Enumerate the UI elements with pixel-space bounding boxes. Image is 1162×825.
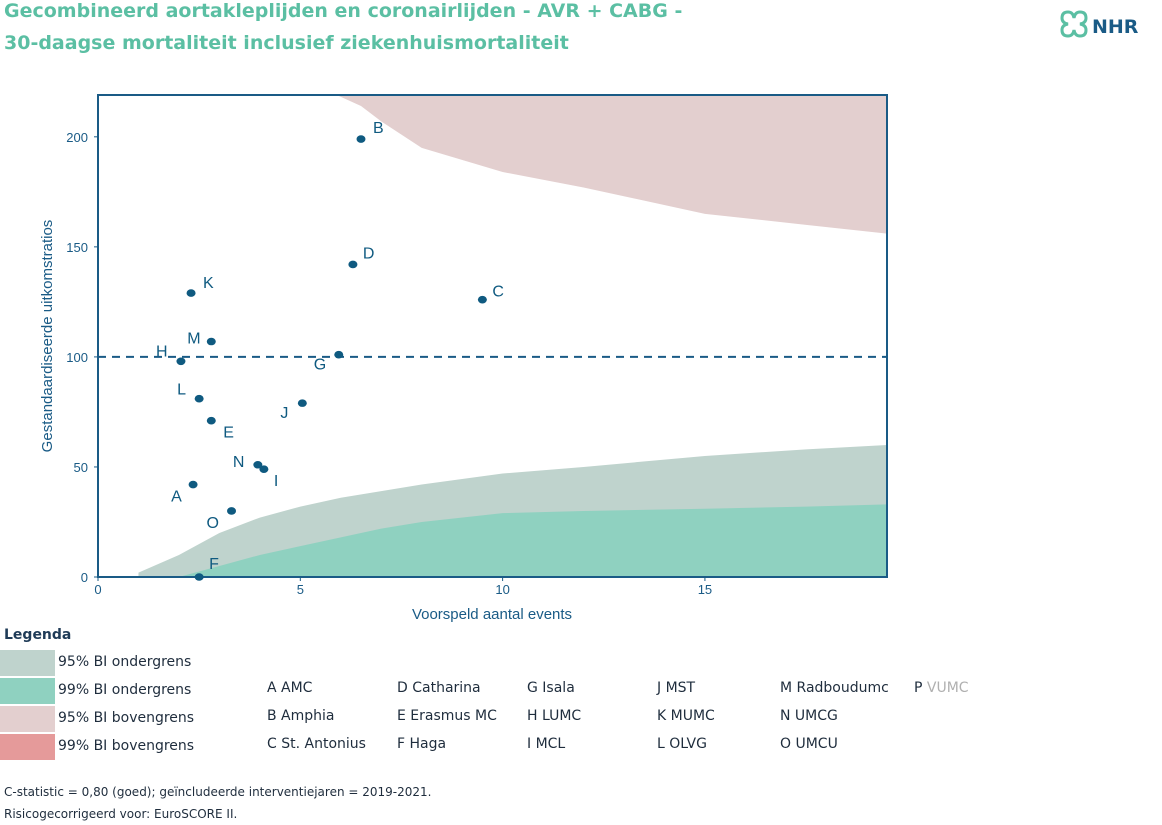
hospital-entry: J MST — [657, 680, 696, 696]
footnote-statistics: C-statistic = 0,80 (goed); geïncludeerde… — [4, 785, 432, 799]
legend-swatch — [0, 734, 55, 760]
x-tick-label: 0 — [94, 582, 101, 597]
y-tick-label: 200 — [66, 130, 88, 145]
hospital-entry: L OLVG — [657, 736, 707, 752]
plot-frame — [97, 94, 888, 578]
hospital-entry: D Catharina — [397, 680, 481, 696]
hospital-entry: H LUMC — [527, 708, 582, 724]
data-point-D — [348, 260, 358, 269]
confidence-bands — [138, 95, 887, 577]
data-point-B — [356, 135, 366, 143]
data-point-O — [227, 507, 237, 515]
x-tick-label: 15 — [698, 582, 712, 597]
nhr-logo: NHR — [1060, 10, 1139, 38]
point-label-D: D — [363, 245, 375, 262]
point-label-O: O — [207, 515, 219, 532]
data-point-H — [176, 357, 186, 366]
data-points: A B C D E F G H I J K L M N O — [156, 120, 504, 581]
y-tick-label: 50 — [74, 460, 88, 475]
legend-label: 95% BI ondergrens — [58, 654, 192, 670]
hospital-entry: M Radboudumc — [780, 680, 889, 696]
x-tick-label: 10 — [495, 582, 509, 597]
x-axis-label: Voorspeld aantal events — [412, 606, 572, 623]
data-point-F — [194, 573, 204, 581]
hospital-entry: K MUMC — [657, 708, 715, 724]
data-point-L — [194, 394, 204, 403]
data-point-M — [206, 337, 216, 346]
chart-title-line-1: Gecombineerd aortakleplijden en coronair… — [4, 0, 683, 22]
x-tick-label: 5 — [297, 582, 304, 597]
legend-swatch — [0, 650, 55, 676]
point-label-A: A — [171, 489, 182, 506]
hospital-extra-letter: P — [914, 680, 927, 696]
y-tick-label: 150 — [66, 240, 88, 255]
point-label-N: N — [233, 454, 245, 471]
hospital-entry: N UMCG — [780, 708, 838, 724]
hospital-extra-name: VUMC — [926, 680, 969, 696]
data-point-N — [253, 460, 263, 469]
hospital-entry: B Amphia — [267, 708, 335, 724]
logo-text: NHR — [1092, 16, 1139, 38]
hospital-entry: G Isala — [527, 680, 575, 696]
point-label-B: B — [373, 120, 384, 137]
hospital-entry: A AMC — [267, 680, 313, 696]
chart-title-line-2: 30-daagse mortaliteit inclusief ziekenhu… — [4, 32, 569, 54]
point-label-M: M — [187, 331, 200, 348]
band-99-lower — [178, 504, 887, 577]
point-label-E: E — [223, 425, 234, 442]
data-point-E — [206, 416, 216, 425]
hospital-entry-extra: P VUMC — [914, 680, 969, 696]
point-label-H: H — [156, 343, 168, 360]
footnote-risk-adjustment: Risicogecorrigeerd voor: EuroSCORE II. — [4, 807, 238, 821]
hospital-entry: O UMCU — [780, 736, 838, 752]
point-label-C: C — [492, 284, 504, 301]
hospital-entry: I MCL — [527, 736, 566, 752]
legend-label: 99% BI bovengrens — [58, 738, 195, 754]
hospital-entry: E Erasmus MC — [397, 708, 497, 724]
legend-label: 99% BI ondergrens — [58, 682, 192, 698]
legend-swatch — [0, 678, 55, 704]
y-axis-label: Gestandaardiseerde uitkomstratios — [39, 220, 56, 453]
point-label-J: J — [280, 405, 288, 422]
legend-title: Legenda — [4, 627, 72, 643]
data-point-G — [334, 350, 344, 359]
point-label-I: I — [274, 473, 278, 490]
point-label-K: K — [203, 275, 214, 292]
point-label-L: L — [177, 382, 186, 399]
y-tick-label: 0 — [81, 570, 88, 585]
data-point-K — [186, 289, 196, 297]
legend-label: 95% BI bovengrens — [58, 710, 195, 726]
y-tick-label: 100 — [66, 350, 88, 365]
data-point-J — [297, 399, 307, 407]
legend-swatch — [0, 706, 55, 732]
hospital-entry: C St. Antonius — [267, 736, 366, 752]
hospital-entry: F Haga — [397, 736, 447, 752]
point-label-G: G — [314, 357, 326, 374]
data-point-C — [477, 295, 487, 304]
band-95-upper — [336, 95, 887, 234]
point-label-F: F — [209, 556, 219, 573]
data-point-A — [188, 480, 198, 489]
data-point-I — [259, 465, 269, 473]
